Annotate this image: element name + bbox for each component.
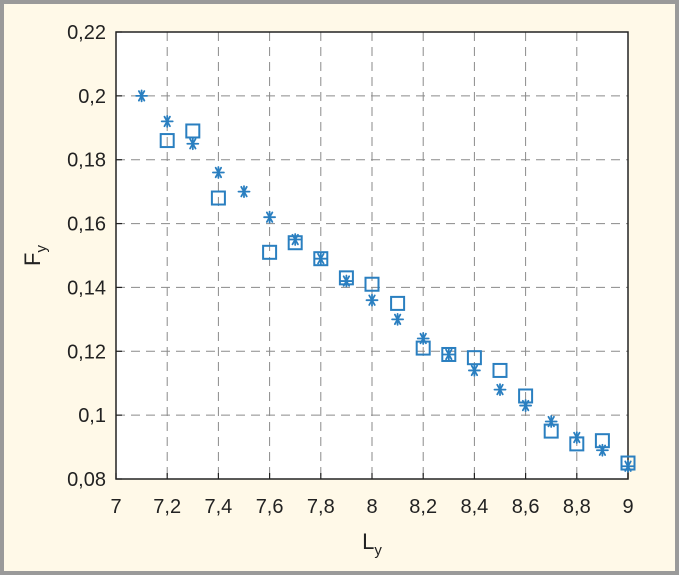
- x-tick-label: 8,8: [563, 496, 591, 518]
- star-marker: [365, 293, 379, 307]
- square-marker: [313, 251, 329, 267]
- star-marker: [314, 252, 328, 266]
- y-tick-label: 0,18: [67, 150, 106, 172]
- y-tick-label: 0,14: [67, 277, 106, 299]
- star-marker: [288, 233, 302, 246]
- star-marker: [237, 185, 251, 199]
- x-tick-label: 8,4: [460, 496, 488, 518]
- star-marker: [519, 399, 532, 412]
- star-marker: [263, 210, 277, 224]
- x-tick-label: 8,2: [409, 496, 437, 518]
- x-tick-label: 7,2: [153, 496, 181, 518]
- y-tick-label: 0,1: [78, 405, 106, 427]
- y-axis-label-main: F: [20, 253, 45, 266]
- square-marker: [492, 362, 508, 378]
- star-marker: [135, 89, 149, 103]
- square-marker: [159, 133, 175, 149]
- star-marker: [467, 364, 481, 377]
- square-marker: [390, 295, 406, 311]
- x-axis-label-main: L: [362, 529, 374, 554]
- x-tick-label: 7,8: [307, 496, 335, 518]
- star-marker: [544, 415, 558, 428]
- star-marker: [621, 459, 635, 473]
- y-tick-label: 0,22: [67, 22, 106, 44]
- square-marker: [210, 190, 226, 206]
- x-tick-label: 8,6: [512, 496, 540, 518]
- x-tick-label: 9: [622, 496, 633, 518]
- plot-area: [116, 32, 628, 479]
- y-tick-label: 0,2: [78, 86, 106, 108]
- x-axis-label-sub: y: [374, 542, 382, 559]
- star-marker: [211, 166, 225, 179]
- star-marker: [160, 115, 174, 128]
- square-marker: [364, 276, 380, 292]
- x-tick-label: 8: [366, 496, 377, 518]
- y-axis-label: Fy: [20, 245, 50, 266]
- star-marker: [391, 312, 405, 326]
- grid-lines: [116, 32, 628, 479]
- x-tick-label: 7,6: [256, 496, 284, 518]
- y-tick-label: 0,16: [67, 214, 106, 236]
- axis-ticks: 7 7,2 7,4 7,6 7,8 8 8,2 8,4 8,6 8,8 9 0,08 0,1 0,12 0,…: [67, 22, 634, 518]
- data-points: [135, 89, 636, 473]
- x-tick-label: 7: [110, 496, 121, 518]
- star-marker: [493, 383, 507, 397]
- star-marker: [416, 332, 430, 345]
- star-marker: [596, 443, 609, 457]
- y-tick-label: 0,08: [67, 469, 106, 491]
- star-marker: [186, 137, 200, 151]
- x-tick-label: 7,4: [204, 496, 232, 518]
- y-axis-label-sub: y: [33, 245, 50, 253]
- x-axis-label: Ly: [362, 529, 382, 559]
- star-marker: [339, 274, 353, 288]
- y-tick-label: 0,12: [67, 341, 106, 363]
- square-marker: [262, 244, 278, 260]
- star-marker: [570, 431, 584, 444]
- star-marker: [442, 348, 456, 361]
- square-marker: [441, 346, 457, 362]
